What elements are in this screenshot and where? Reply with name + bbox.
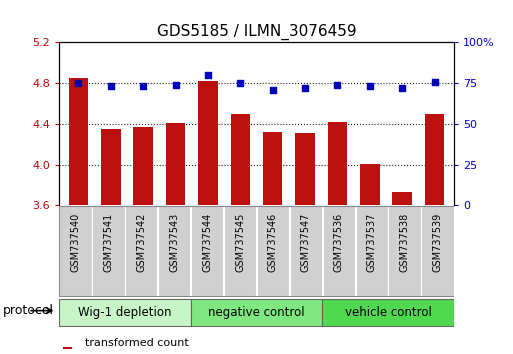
Text: GSM737538: GSM737538 bbox=[400, 213, 409, 272]
Text: GSM737540: GSM737540 bbox=[70, 213, 81, 272]
Text: vehicle control: vehicle control bbox=[345, 306, 431, 319]
FancyBboxPatch shape bbox=[92, 206, 125, 296]
Text: GSM737541: GSM737541 bbox=[104, 213, 113, 272]
FancyBboxPatch shape bbox=[322, 299, 454, 326]
Text: negative control: negative control bbox=[208, 306, 305, 319]
Text: transformed count: transformed count bbox=[85, 338, 188, 348]
FancyBboxPatch shape bbox=[59, 299, 191, 326]
FancyBboxPatch shape bbox=[125, 206, 157, 296]
FancyBboxPatch shape bbox=[356, 206, 388, 296]
FancyBboxPatch shape bbox=[191, 206, 223, 296]
FancyBboxPatch shape bbox=[421, 206, 453, 296]
Text: protocol: protocol bbox=[3, 304, 53, 317]
Title: GDS5185 / ILMN_3076459: GDS5185 / ILMN_3076459 bbox=[156, 23, 357, 40]
Point bbox=[204, 72, 212, 78]
Bar bbox=[101, 129, 121, 205]
FancyBboxPatch shape bbox=[158, 206, 190, 296]
Text: GSM737543: GSM737543 bbox=[169, 213, 179, 272]
Bar bbox=[231, 114, 250, 205]
Bar bbox=[360, 164, 380, 205]
Text: GSM737546: GSM737546 bbox=[268, 213, 278, 272]
Text: GSM737547: GSM737547 bbox=[301, 213, 311, 272]
Bar bbox=[133, 127, 153, 205]
Point bbox=[236, 80, 244, 86]
Text: GSM737544: GSM737544 bbox=[202, 213, 212, 272]
Bar bbox=[263, 132, 282, 205]
Text: GSM737537: GSM737537 bbox=[367, 213, 377, 272]
Bar bbox=[425, 114, 444, 205]
Point bbox=[74, 80, 83, 86]
Point bbox=[107, 84, 115, 89]
Point bbox=[171, 82, 180, 88]
Text: GSM737542: GSM737542 bbox=[136, 213, 146, 272]
Point bbox=[269, 87, 277, 92]
Point bbox=[366, 84, 374, 89]
FancyBboxPatch shape bbox=[191, 299, 322, 326]
Bar bbox=[69, 78, 88, 205]
Point bbox=[430, 79, 439, 84]
Text: GSM737536: GSM737536 bbox=[334, 213, 344, 272]
FancyBboxPatch shape bbox=[257, 206, 289, 296]
FancyBboxPatch shape bbox=[224, 206, 256, 296]
Point bbox=[333, 82, 342, 88]
FancyBboxPatch shape bbox=[290, 206, 322, 296]
Point bbox=[301, 85, 309, 91]
Bar bbox=[295, 133, 315, 205]
Text: Wig-1 depletion: Wig-1 depletion bbox=[78, 306, 171, 319]
Text: GSM737539: GSM737539 bbox=[432, 213, 443, 272]
Bar bbox=[328, 122, 347, 205]
Bar bbox=[63, 347, 72, 349]
FancyBboxPatch shape bbox=[60, 206, 92, 296]
Text: GSM737545: GSM737545 bbox=[235, 213, 245, 272]
Bar bbox=[166, 123, 185, 205]
FancyBboxPatch shape bbox=[323, 206, 355, 296]
Bar bbox=[392, 192, 412, 205]
Point bbox=[398, 85, 406, 91]
Point bbox=[139, 84, 147, 89]
Bar bbox=[198, 81, 218, 205]
FancyBboxPatch shape bbox=[388, 206, 421, 296]
